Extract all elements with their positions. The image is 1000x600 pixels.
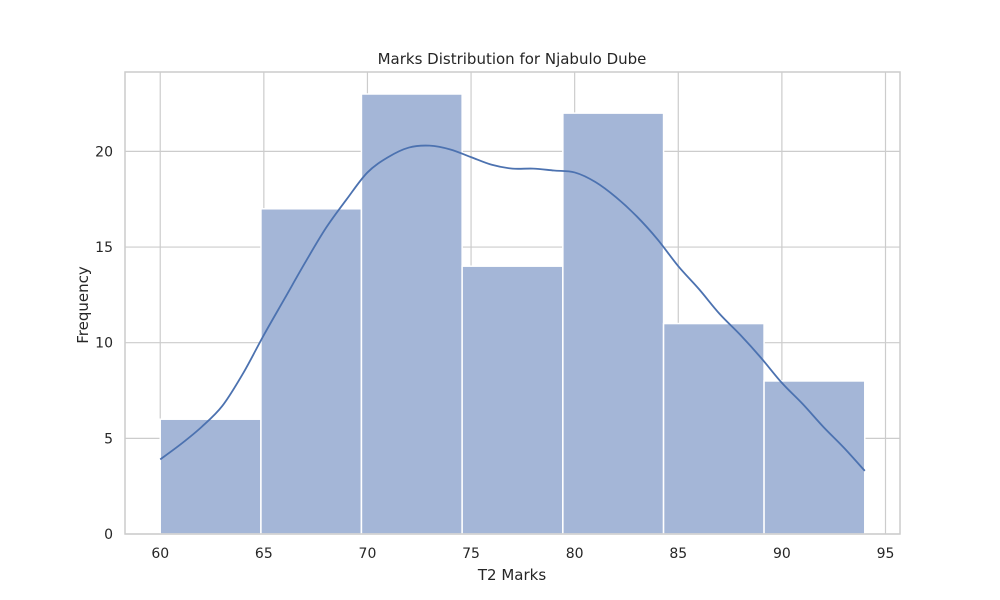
plot-frame: [124, 71, 901, 535]
y-axis-ticks: 0 5 10 15 20: [95, 144, 113, 543]
histogram-bar-4: [461, 265, 564, 535]
y-tick-label-10: 10: [95, 336, 113, 352]
y-tick-label-0: 0: [104, 527, 113, 543]
x-axis-ticks: 60 65 70 75 80 85 90 95: [151, 546, 894, 562]
x-axis-title: T2 Marks: [477, 566, 546, 584]
histogram-bar-2: [260, 208, 363, 535]
y-tick-label-5: 5: [104, 431, 113, 447]
histogram-bar-6: [662, 322, 765, 535]
y-tick-label-15: 15: [95, 240, 113, 256]
histogram-bar-7: [763, 380, 866, 535]
x-tick-label-60: 60: [151, 546, 169, 562]
kde-curve: [159, 144, 866, 472]
histogram-bar-3: [360, 93, 463, 535]
x-tick-label-70: 70: [359, 546, 377, 562]
chart-title: Marks Distribution for Njabulo Dube: [378, 50, 647, 68]
x-tick-label-85: 85: [669, 546, 687, 562]
y-axis-title: Frequency: [74, 266, 92, 344]
x-tick-label-95: 95: [877, 546, 895, 562]
x-tick-label-65: 65: [255, 546, 273, 562]
histogram-bar-1: [159, 418, 262, 535]
histogram-bars: [159, 93, 866, 535]
y-tick-label-20: 20: [95, 144, 113, 160]
histogram-bar-5: [562, 112, 665, 535]
x-tick-label-80: 80: [566, 546, 584, 562]
x-tick-label-90: 90: [773, 546, 791, 562]
x-tick-label-75: 75: [462, 546, 480, 562]
